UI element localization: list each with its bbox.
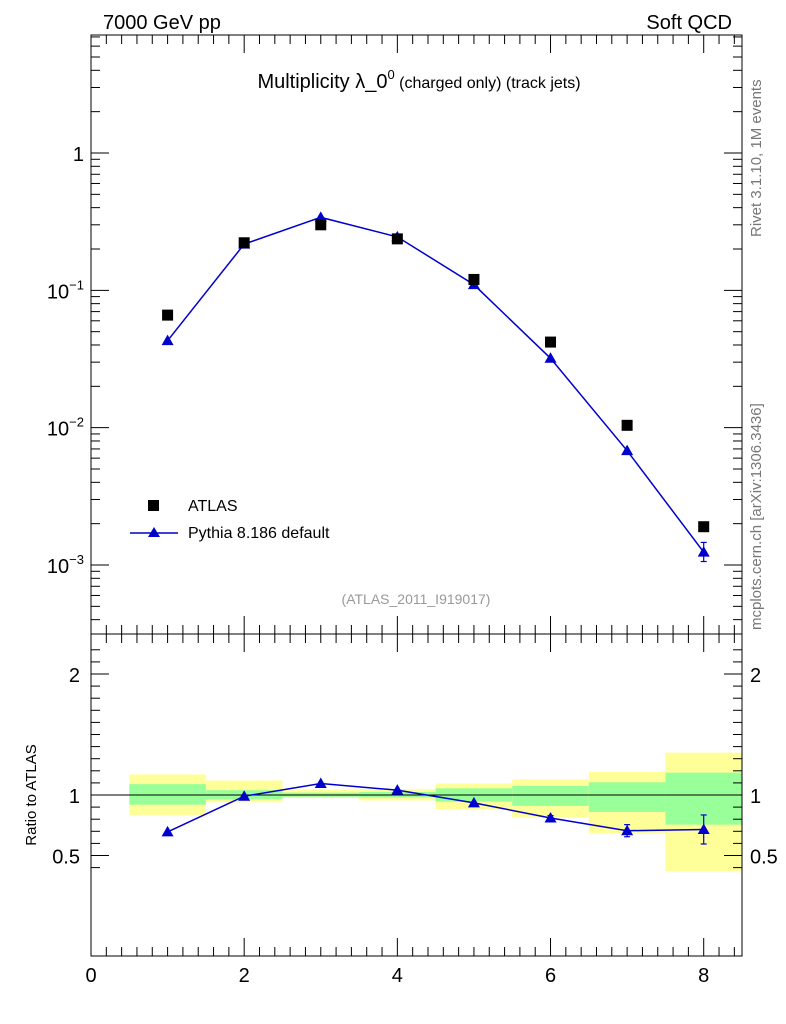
ratio-ytick-label-left: 1 (69, 786, 80, 808)
pythia-main-point (621, 444, 634, 456)
ratio-xtick-label: 4 (392, 965, 403, 987)
legend: ATLAS Pythia 8.186 default (130, 498, 330, 542)
pythia-main-point (161, 334, 174, 346)
energy-label: 7000 GeV pp (103, 12, 221, 34)
pythia-ratio-point (621, 824, 634, 836)
title-main-text: Multiplicity λ_0 (257, 71, 387, 93)
legend-marker-atlas (148, 500, 159, 511)
ratio-panel-series (161, 777, 710, 845)
pythia-ratio-point (697, 823, 710, 834)
pythia-ratio-point (161, 825, 174, 837)
ratio-ytick-label-right: 0.5 (750, 847, 778, 869)
atlas-main-point (162, 309, 174, 321)
ratio-ytick-label-right: 2 (750, 665, 761, 687)
ratio-ytick-label-left: 0.5 (52, 847, 80, 869)
ratio-xtick-label: 2 (239, 965, 250, 987)
atlas-main-point (315, 219, 327, 231)
main-ytick-label: 10−2 (47, 415, 84, 441)
pythia-ratio-point (314, 777, 327, 789)
ratio-xtick-label: 6 (545, 965, 556, 987)
ratio-ytick-label-left: 2 (69, 665, 80, 687)
main-ytick-label: 10−3 (47, 552, 84, 578)
pythia-main-point (544, 352, 557, 363)
pythia-main-point (697, 546, 710, 557)
analysis-tag: (ATLAS_2011_I919017) (342, 591, 491, 607)
atlas-main-point (468, 273, 480, 285)
atlas-main-point (621, 419, 633, 431)
pythia-ratio-point (467, 796, 480, 808)
ratio-panel-frame (90, 633, 743, 957)
pythia-ratio-line (167, 782, 704, 833)
rivet-version-label: Rivet 3.1.10, 1M events (748, 79, 765, 237)
ratio-stat-band (129, 784, 206, 805)
pythia-ratio-point (238, 790, 251, 801)
title-subtext: (charged only) (track jets) (395, 75, 581, 92)
legend-label-pythia: Pythia 8.186 default (188, 525, 330, 542)
mcplots-label: mcplots.cern.ch [arXiv:1306.3436] (748, 403, 765, 630)
main-panel-series (161, 211, 710, 563)
pythia-main-point (314, 211, 327, 222)
atlas-main-point (238, 237, 250, 249)
ratio-ylabel: Ratio to ATLAS (23, 744, 40, 845)
atlas-main-point (391, 233, 403, 245)
main-panel-ticks: 1 10−1 10−2 10−3 (47, 35, 742, 634)
atlas-main-point (545, 336, 557, 348)
atlas-main-point (698, 521, 710, 533)
ratio-xtick-label: 8 (698, 965, 709, 987)
legend-marker-pythia (148, 527, 160, 537)
pythia-main-line (167, 216, 705, 553)
ratio-ytick-label-right: 1 (750, 786, 761, 808)
main-panel-frame (90, 34, 743, 635)
legend-label-atlas: ATLAS (188, 498, 238, 515)
ratio-stat-band (512, 785, 589, 806)
ratio-bands (129, 752, 742, 872)
main-title: Multiplicity λ_00 (charged only) (track … (257, 67, 580, 93)
main-ytick-label: 1 (73, 144, 84, 166)
category-label: Soft QCD (646, 12, 732, 34)
pythia-ratio-point (391, 784, 404, 795)
title-superscript: 0 (387, 67, 394, 82)
pythia-ratio-point (544, 811, 557, 823)
ratio-stat-band (588, 782, 666, 812)
main-ytick-label: 10−1 (47, 277, 84, 303)
ratio-xtick-label: 0 (85, 965, 96, 987)
